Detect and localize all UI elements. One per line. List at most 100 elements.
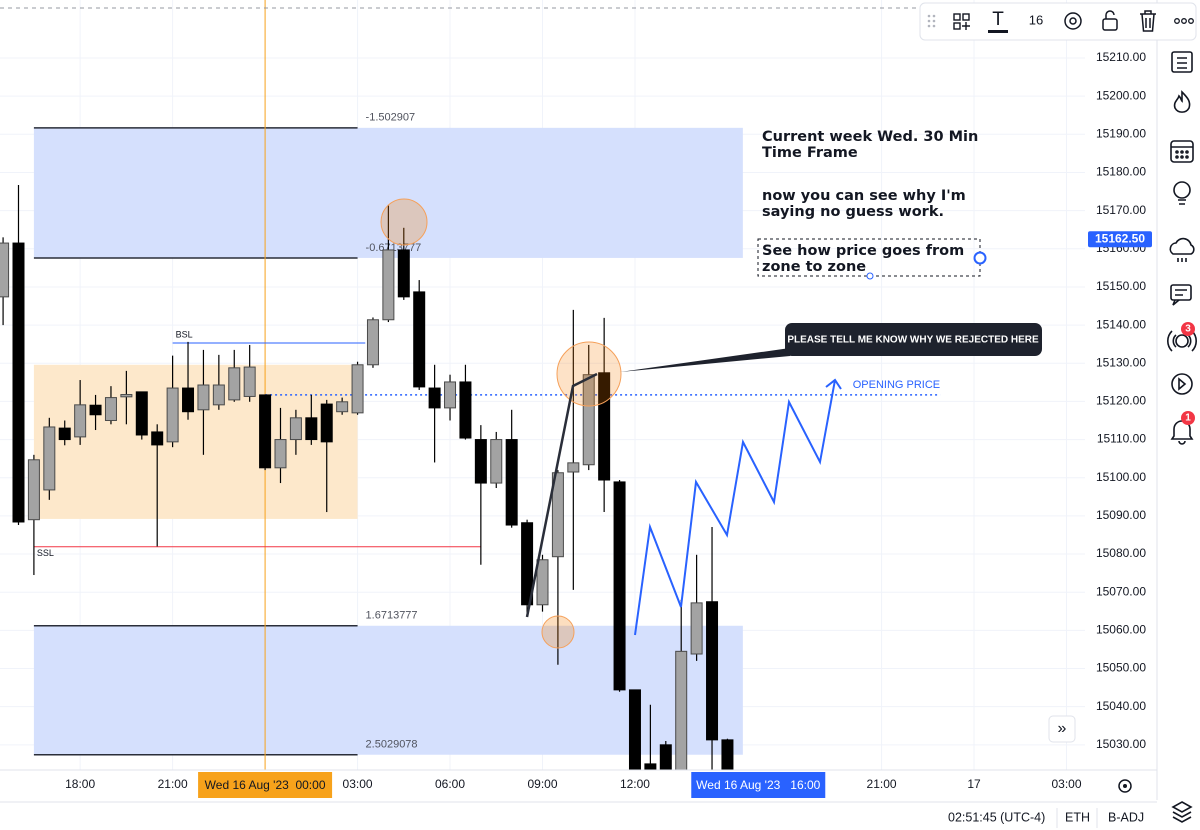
note-text[interactable]: See how price goes from [762,243,964,259]
calendar-icon-part[interactable] [1185,150,1189,154]
drag-handle-part[interactable] [932,19,936,23]
calendar-icon-part[interactable] [1170,140,1194,163]
text-color-button-part[interactable] [988,30,1008,33]
chats-icon[interactable] [1170,284,1192,306]
calendar-icon-part[interactable] [1180,155,1184,159]
x-tick-label: 12:00 [620,777,650,791]
layout-icon-part[interactable] [1171,801,1193,823]
replay-icon-part[interactable] [1178,377,1187,391]
watchlist-icon-part[interactable] [1171,51,1193,73]
liquidity-label: BSL [176,329,193,339]
drag-handle-part[interactable] [932,14,936,18]
watchlist-icon-part[interactable] [1177,57,1187,69]
more-button-part[interactable] [1188,18,1194,24]
opening-price-label: OPENING PRICE [853,379,940,391]
chats-icon-part[interactable] [1170,284,1192,301]
lock-button-part[interactable] [1102,18,1118,31]
layout-icon[interactable] [1171,801,1193,823]
data-window-icon[interactable] [1169,237,1195,262]
replay-icon-part[interactable] [1171,373,1193,395]
template-button-part[interactable] [953,22,961,30]
drag-handle-part[interactable] [927,14,931,18]
text-color-button-part[interactable]: T [992,9,1004,30]
status-time: 02:51:45 (UTC-4) [948,810,1045,824]
y-tick-label: 15210.00 [1096,50,1146,64]
scroll-to-realtime[interactable]: » [1048,715,1076,743]
resize-handle[interactable] [973,251,987,265]
more-button-part[interactable] [1174,18,1180,24]
alerts-icon-part[interactable] [1175,334,1189,348]
candle-body [444,381,457,409]
candle-body [675,650,688,770]
y-tick-label: 15070.00 [1096,584,1146,598]
projection-arrow [825,378,842,390]
drawings: PLEASE TELL ME KNOW WHY WE REJECTED HERE… [0,7,1042,649]
candle-body [598,372,611,481]
more-button-part[interactable] [1181,18,1187,24]
calendar-icon[interactable] [1170,140,1194,163]
alerts-icon-part[interactable] [1167,330,1197,352]
text-color-button[interactable]: T [988,9,1008,33]
ideas-icon-part[interactable] [1173,181,1191,199]
time-marker-label: Wed 16 Aug '23 00:00 [205,778,326,792]
status-session[interactable]: ETH [1065,810,1090,824]
calendar-icon-part[interactable] [1175,150,1179,154]
y-tick-label: 15100.00 [1096,470,1146,484]
scroll-to-realtime-part[interactable] [1048,715,1076,743]
hotlist-icon-part[interactable] [1173,90,1191,113]
candle-body [413,291,426,388]
watchlist-icon[interactable] [1171,51,1193,73]
settings-gear-part[interactable] [1118,779,1132,793]
drag-handle[interactable] [927,14,936,28]
y-tick-label: 15170.00 [1096,203,1146,217]
settings-button-part[interactable] [1069,17,1077,25]
more-button[interactable] [1174,18,1194,24]
level-label: -1.502907 [366,112,416,124]
drag-handle-part[interactable] [927,19,931,23]
note-text[interactable]: zone to zone [762,259,866,275]
status-adjustment[interactable]: B-ADJ [1108,810,1144,824]
candle-body [166,387,179,443]
note-text: saying no guess work. [762,204,944,220]
hotlist-icon[interactable] [1173,90,1191,113]
delete-button[interactable] [1140,10,1156,32]
template-button[interactable] [953,13,970,30]
scroll-to-realtime-part[interactable]: » [1058,720,1067,737]
x-tick-label: 21:00 [867,777,897,791]
template-button-part[interactable] [953,13,961,21]
y-tick-label: 15120.00 [1096,394,1146,408]
lock-button-part[interactable] [1105,10,1115,19]
notifications-icon-part[interactable] [1178,440,1186,445]
data-window-icon-part[interactable] [1169,237,1195,255]
time-marker-label: Wed 16 Aug '23 16:00 [696,778,820,792]
settings-button[interactable] [1064,12,1082,30]
replay-icon[interactable] [1171,373,1193,395]
calendar-icon-part[interactable] [1185,155,1189,159]
lock-button[interactable] [1102,10,1118,31]
delete-button-part[interactable] [1140,10,1156,32]
ideas-icon-part[interactable] [1178,199,1186,205]
ideas-icon[interactable] [1173,181,1191,205]
alerts-icon[interactable] [1167,330,1197,352]
font-size[interactable]: 16 [1029,12,1043,27]
template-button-part[interactable] [962,13,970,21]
y-tick-label: 15040.00 [1096,699,1146,713]
settings-gear[interactable] [1118,779,1132,793]
resize-handle[interactable] [866,272,874,280]
drag-handle-part[interactable] [932,24,936,28]
x-tick-label: 18:00 [65,777,95,791]
candle-body [397,249,410,298]
alerts-badge-part [1181,322,1195,336]
candle-body [521,522,534,606]
data-window-icon-part[interactable] [1177,258,1187,262]
settings-gear-part[interactable] [1123,784,1127,788]
candle-body [366,319,379,366]
drag-handle-part[interactable] [927,24,931,28]
candle-body [212,384,225,406]
template-button-part[interactable] [962,22,970,30]
candle-body [27,459,40,521]
chats-icon-part[interactable] [1172,289,1187,306]
calendar-icon-part[interactable] [1175,155,1179,159]
calendar-icon-part[interactable] [1180,150,1184,154]
settings-button-part[interactable] [1064,12,1082,30]
